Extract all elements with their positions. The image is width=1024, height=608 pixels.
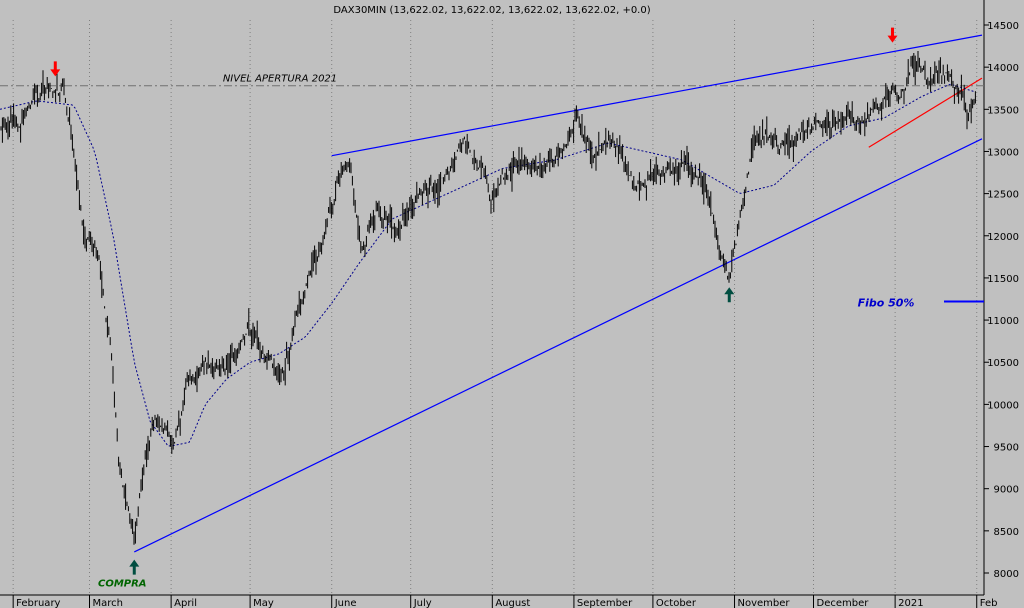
y-tick-label: 13500 [987,105,1019,116]
compra-label: COMPRA [98,579,147,590]
chart-title: DAX30MIN (13,622.02, 13,622.02, 13,622.0… [333,5,650,16]
y-tick-label: 9500 [994,443,1019,454]
down-arrow-icon [887,27,898,43]
y-axis: 14500 14000 13500 13000 12500 12000 11500 11000… [984,21,1019,580]
y-tick-label: 11500 [987,274,1019,285]
y-tick-label: 13000 [987,147,1019,158]
month-label: December [817,598,870,608]
horizontal-levels: NIVEL APERTURA 2021 Fibo 50% [0,74,984,310]
trend-line-1 [134,138,983,553]
y-tick-label: 12500 [987,190,1019,201]
y-tick-label: 14500 [987,21,1019,32]
month-label: April [174,598,197,608]
month-label: March [93,598,123,608]
month-label: Feb [980,598,998,608]
moving-average [0,83,976,447]
price-series [0,51,976,545]
y-tick-label: 10500 [987,358,1019,369]
month-label: February [16,598,60,608]
moving-average-line [0,83,976,447]
month-label: August [495,598,530,608]
up-arrow-icon [724,287,735,303]
month-label: 2021 [898,598,923,608]
month-label: May [253,598,274,608]
opening-level-label: NIVEL APERTURA 2021 [223,74,337,85]
arrow-markers: COMPRA [50,27,898,590]
y-tick-label: 9000 [994,485,1019,496]
y-tick-label: 11000 [987,316,1019,327]
month-label: November [738,598,791,608]
month-label: September [577,598,633,608]
trend-lines [134,34,983,553]
down-arrow-icon [50,61,61,77]
fibo-level-label: Fibo 50% [858,297,915,310]
y-tick-label: 10000 [987,400,1019,411]
y-tick-label: 12000 [987,232,1019,243]
month-label: October [656,598,697,608]
y-tick-label: 8500 [994,527,1019,538]
y-tick-label: 8000 [994,569,1019,580]
up-arrow-icon [129,559,140,575]
month-label: July [413,598,432,608]
x-axis: February March April May June July August Septe… [12,595,998,608]
y-tick-label: 14000 [987,63,1019,74]
trend-line-2 [331,34,983,157]
trend-line-3 [868,77,983,148]
month-label: June [334,598,357,608]
